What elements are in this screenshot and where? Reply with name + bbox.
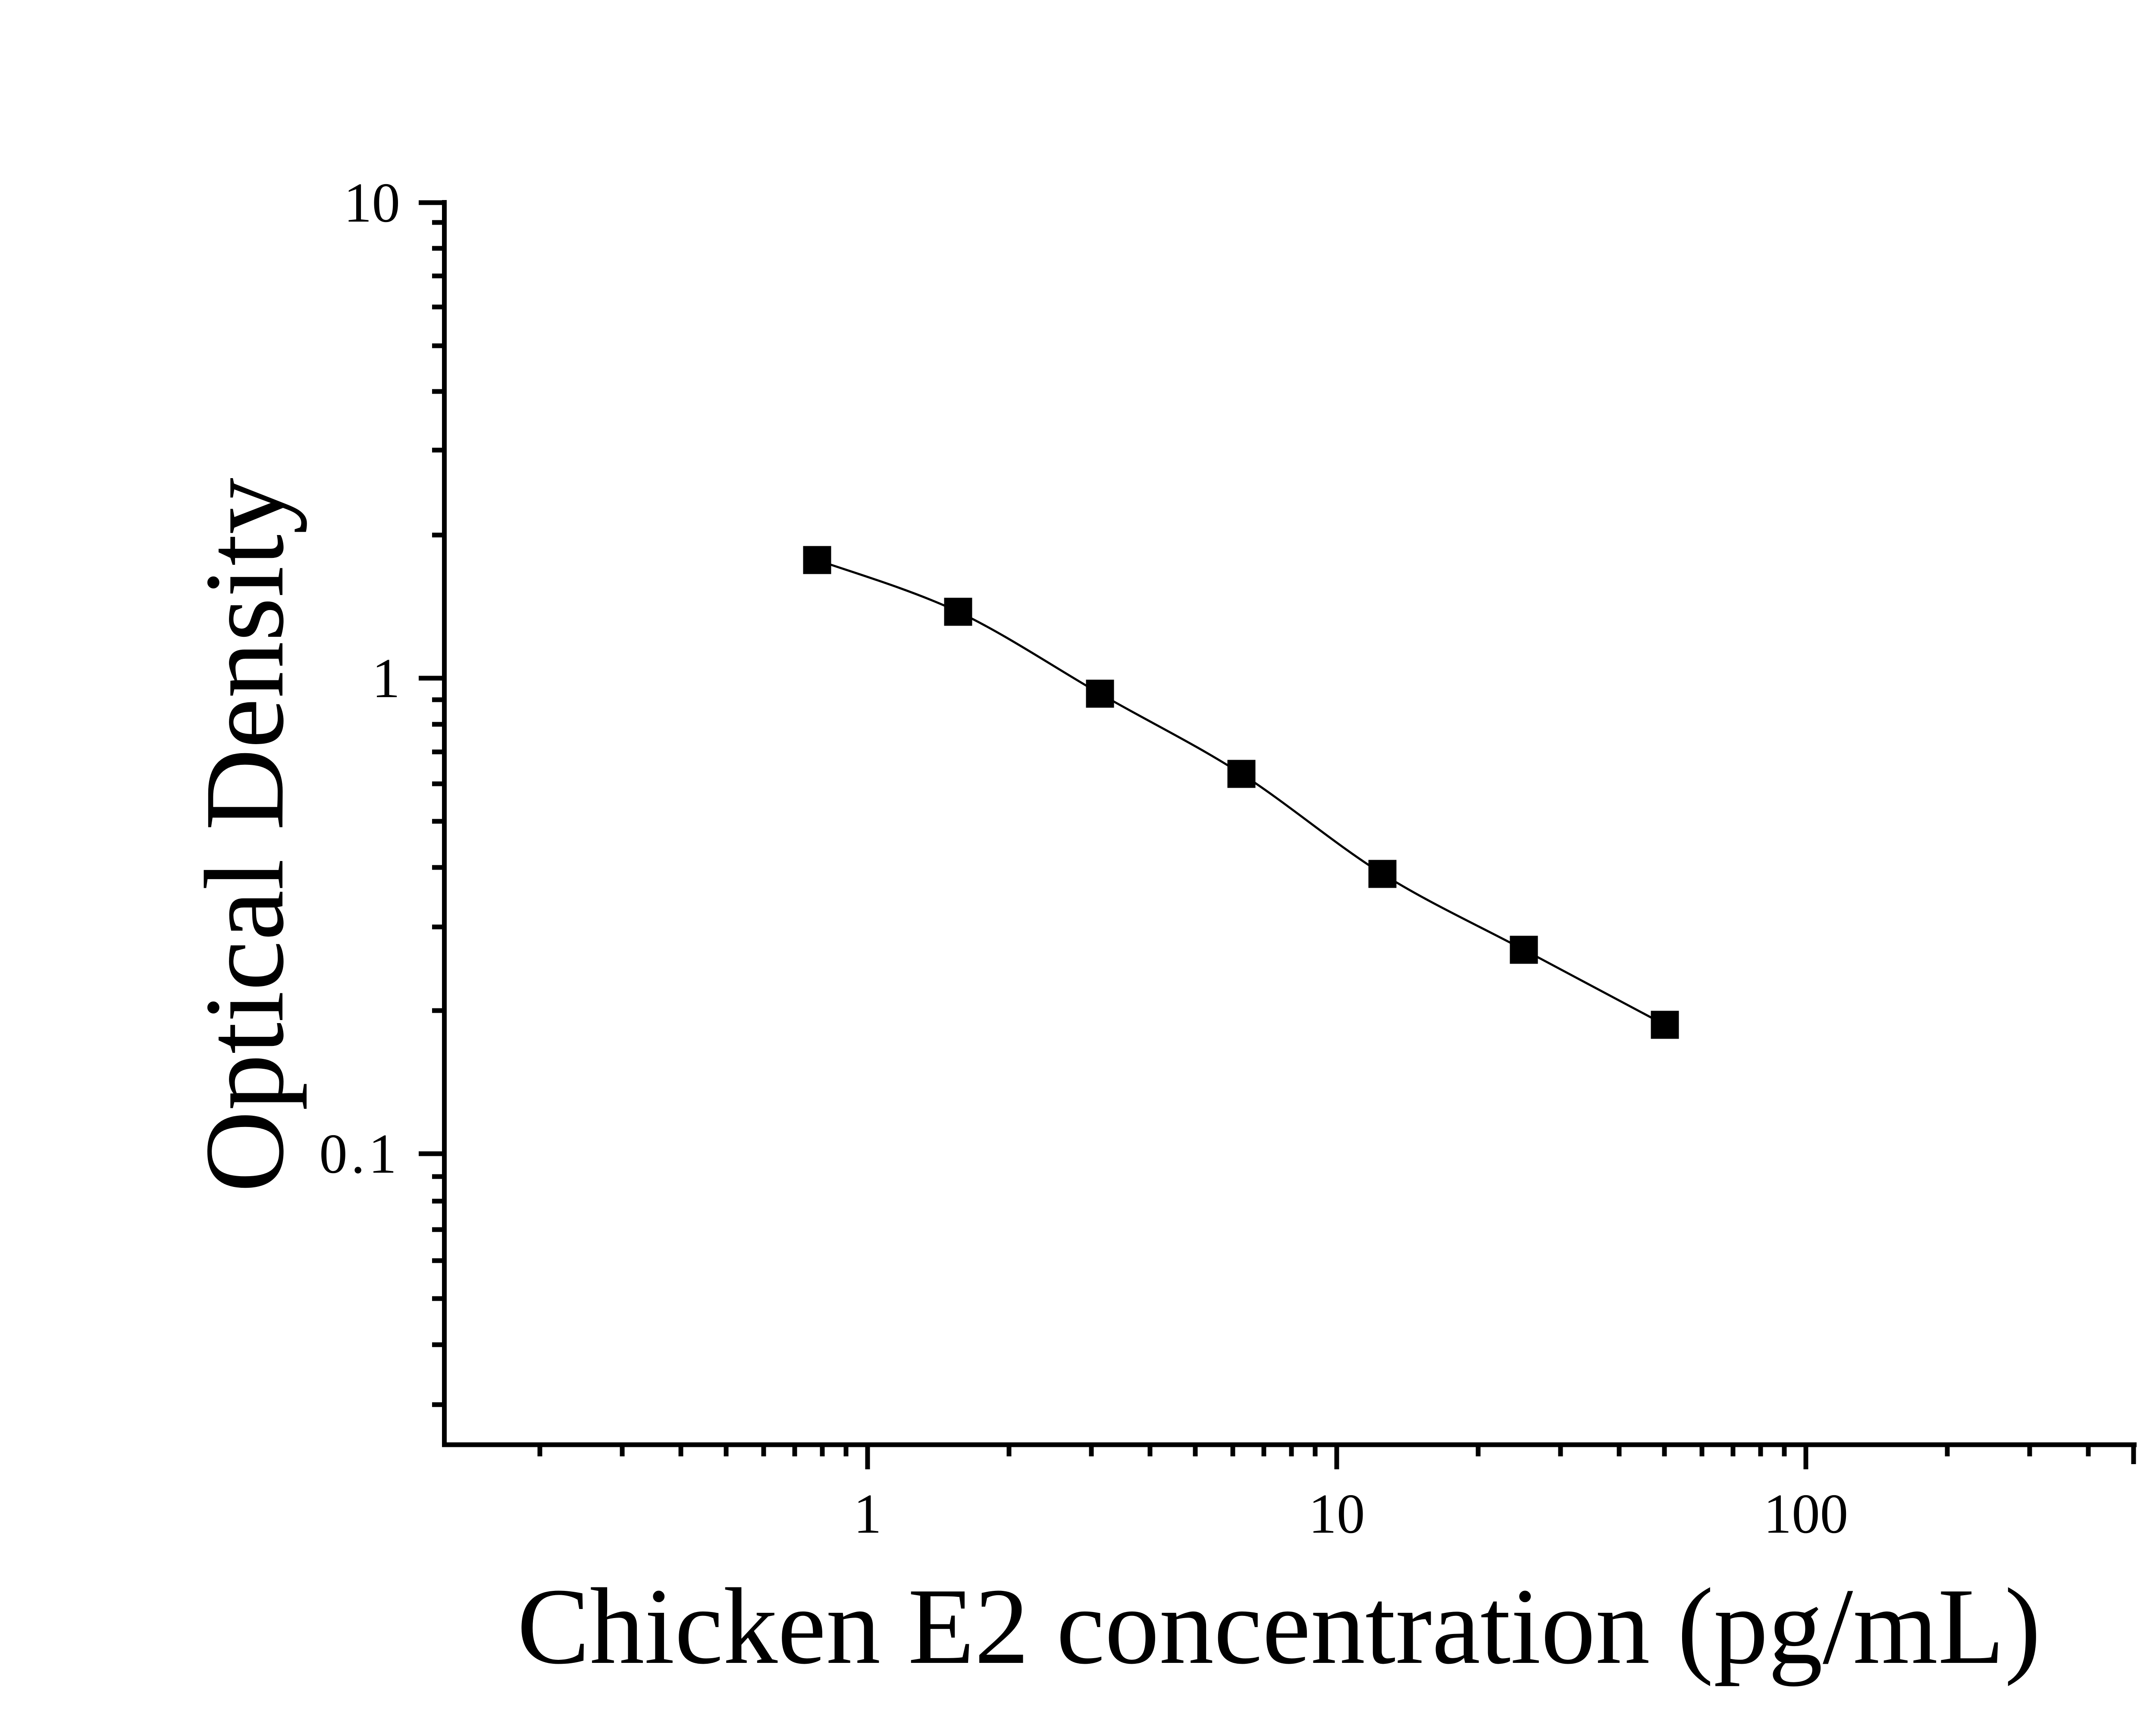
svg-text:10: 10 — [1309, 1483, 1365, 1545]
svg-text:10: 10 — [344, 172, 400, 234]
svg-text:Optical Density: Optical Density — [182, 478, 307, 1193]
svg-text:100: 100 — [1764, 1483, 1849, 1545]
svg-text:0.1: 0.1 — [319, 1123, 400, 1185]
svg-text:1: 1 — [372, 647, 401, 710]
svg-text:1: 1 — [853, 1483, 882, 1545]
svg-text:Chicken E2 concentration (pg/m: Chicken E2 concentration (pg/mL) — [517, 1566, 2041, 1687]
